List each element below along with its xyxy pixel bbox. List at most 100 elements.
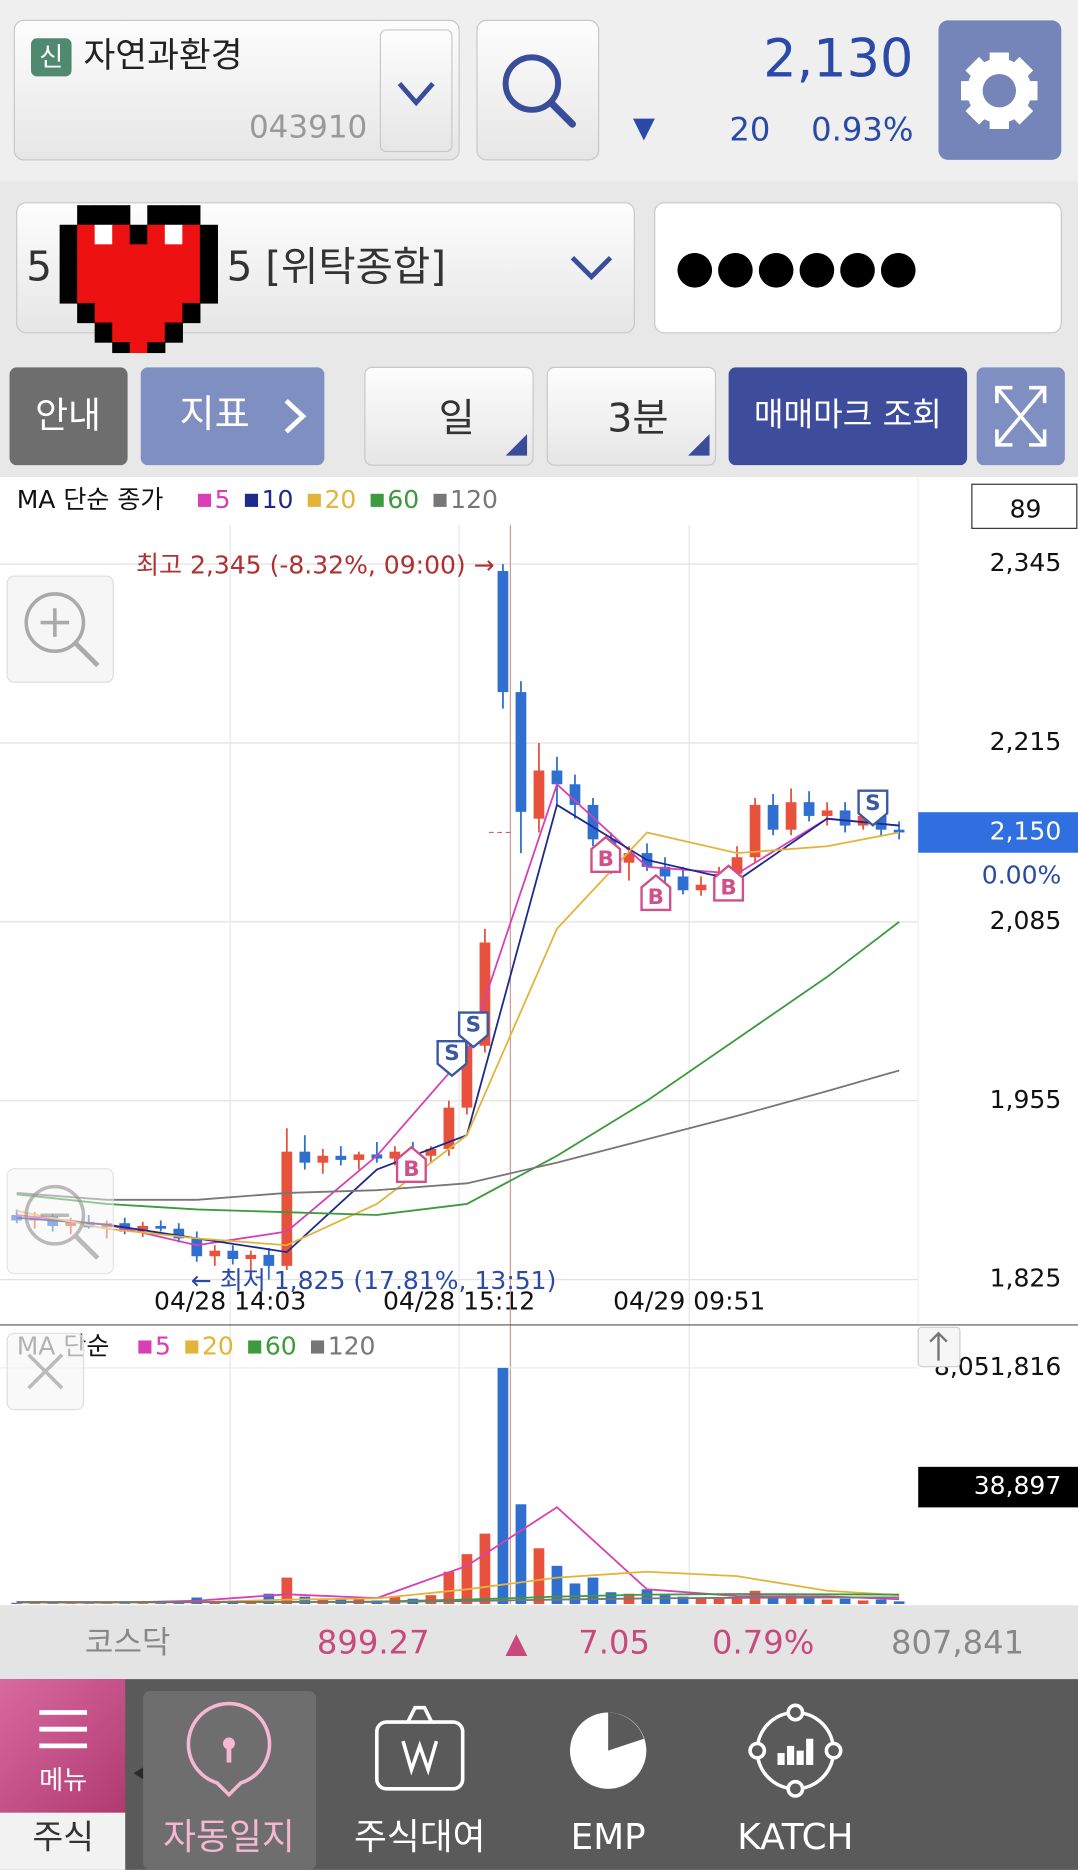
heart-pixel <box>77 244 96 265</box>
tab-icon <box>406 1705 434 1723</box>
legend-label: 20 <box>324 485 356 514</box>
heart-pixel <box>199 263 218 285</box>
trade-marks-button[interactable] <box>728 367 968 466</box>
trade-mark <box>590 835 622 873</box>
heart-pixel <box>112 205 131 226</box>
candle-body <box>65 1221 77 1226</box>
volume-bar <box>479 1533 491 1604</box>
volume-bar <box>695 1598 707 1604</box>
tab-label: 자동일지 <box>163 1817 295 1858</box>
candle-body <box>461 1045 473 1108</box>
tab-icon <box>777 1753 785 1765</box>
legend-swatch <box>197 493 212 507</box>
menu-icon <box>39 1710 88 1749</box>
candle-body <box>497 571 509 693</box>
tab-icon <box>748 1741 767 1760</box>
ma-line <box>16 1596 900 1603</box>
trade-mark-label: S <box>865 791 880 816</box>
volume-bar <box>443 1571 455 1604</box>
nav-tab[interactable]: KATCH <box>737 1703 853 1858</box>
zoom-in-bg <box>6 575 114 683</box>
legend-swatch <box>244 493 259 507</box>
volume-bar <box>641 1589 653 1604</box>
section-bg <box>0 1812 126 1870</box>
volume-legend: 5 20 60 120 <box>138 1332 375 1361</box>
expand-icon <box>995 385 1047 447</box>
volume-bar <box>839 1598 851 1604</box>
candle-body <box>785 802 797 830</box>
volume-bar <box>281 1577 293 1604</box>
volume-bar <box>497 1367 509 1604</box>
interval-button[interactable] <box>546 366 717 466</box>
tab-label: EMP <box>571 1817 646 1858</box>
search-button[interactable] <box>476 19 600 161</box>
heart-pixel <box>59 244 78 265</box>
trade-mark <box>857 789 889 827</box>
zoom-in-button[interactable] <box>6 575 114 683</box>
zoom-glass <box>24 1184 86 1246</box>
stock-box[interactable] <box>13 19 460 161</box>
candle-body <box>893 829 905 833</box>
heart-pixel <box>77 205 96 226</box>
heart-pixel <box>59 263 78 285</box>
heart-pixel <box>199 244 218 265</box>
candle-body <box>857 815 869 826</box>
volume-bar <box>389 1596 401 1604</box>
nav-tab[interactable]: EMP <box>570 1712 647 1858</box>
heart-pixel <box>112 302 131 324</box>
high-note: 최고 2,345 (-8.32%, 09:00) → <box>136 551 495 580</box>
legend-swatch <box>185 1340 199 1354</box>
candle-body <box>317 1155 329 1163</box>
heart-pixel <box>147 244 166 265</box>
candle-body <box>443 1107 455 1149</box>
y-tick-label: 2,085 <box>990 906 1062 935</box>
legend-label: 5 <box>155 1332 171 1361</box>
heart-pixel <box>164 224 183 245</box>
period-button[interactable] <box>364 366 534 466</box>
change: 20 <box>729 110 770 148</box>
volume-bar <box>785 1595 797 1604</box>
legend-swatch <box>138 1340 152 1354</box>
price: 2,130 <box>763 29 913 90</box>
candle-body <box>263 1254 275 1266</box>
count-label: 89 <box>1010 494 1042 523</box>
candle-body <box>659 866 671 877</box>
ma-line <box>16 1506 900 1604</box>
legend-title: MA 단순 종가 <box>17 485 164 514</box>
heart-pixel <box>129 322 148 343</box>
close-icon <box>27 1353 64 1390</box>
stock-dropdown[interactable] <box>379 29 453 153</box>
period-label: 일 <box>439 396 475 442</box>
legend-swatch <box>248 1340 262 1354</box>
heart-pixel <box>94 205 113 226</box>
heart-pixel <box>147 322 166 343</box>
candle-body <box>551 770 563 785</box>
volume-bar <box>461 1554 473 1604</box>
volume-marks <box>11 1367 905 1604</box>
gear-hole <box>982 74 1016 108</box>
zoom-handle <box>73 1233 100 1260</box>
volume-bar <box>299 1596 311 1604</box>
indicator-button[interactable] <box>140 367 325 466</box>
candle-body <box>245 1254 257 1259</box>
nav-tab[interactable]: 자동일지 <box>163 1701 295 1858</box>
change-pct: 0.93% <box>811 110 913 148</box>
guide-label: 안내 <box>35 395 101 436</box>
volume-bar <box>857 1600 869 1604</box>
gear-icon <box>961 52 1038 129</box>
password: ●●●●●● <box>675 240 919 293</box>
candle-body <box>695 884 707 891</box>
heart-pixel <box>94 283 113 304</box>
candle-body <box>389 1151 401 1159</box>
heart-pixel <box>147 205 166 226</box>
volume-bar <box>155 1603 167 1604</box>
nav-tab[interactable]: 주식대여 <box>354 1705 486 1858</box>
zoom-out-button[interactable] <box>6 1168 114 1275</box>
legend-label: 120 <box>450 485 498 514</box>
password-box[interactable] <box>654 202 1062 334</box>
indicator-label: 지표 <box>180 392 250 436</box>
guide-button[interactable] <box>9 367 128 466</box>
nav-tabs: 자동일지 주식대여 EMP KATCH <box>163 1701 853 1858</box>
